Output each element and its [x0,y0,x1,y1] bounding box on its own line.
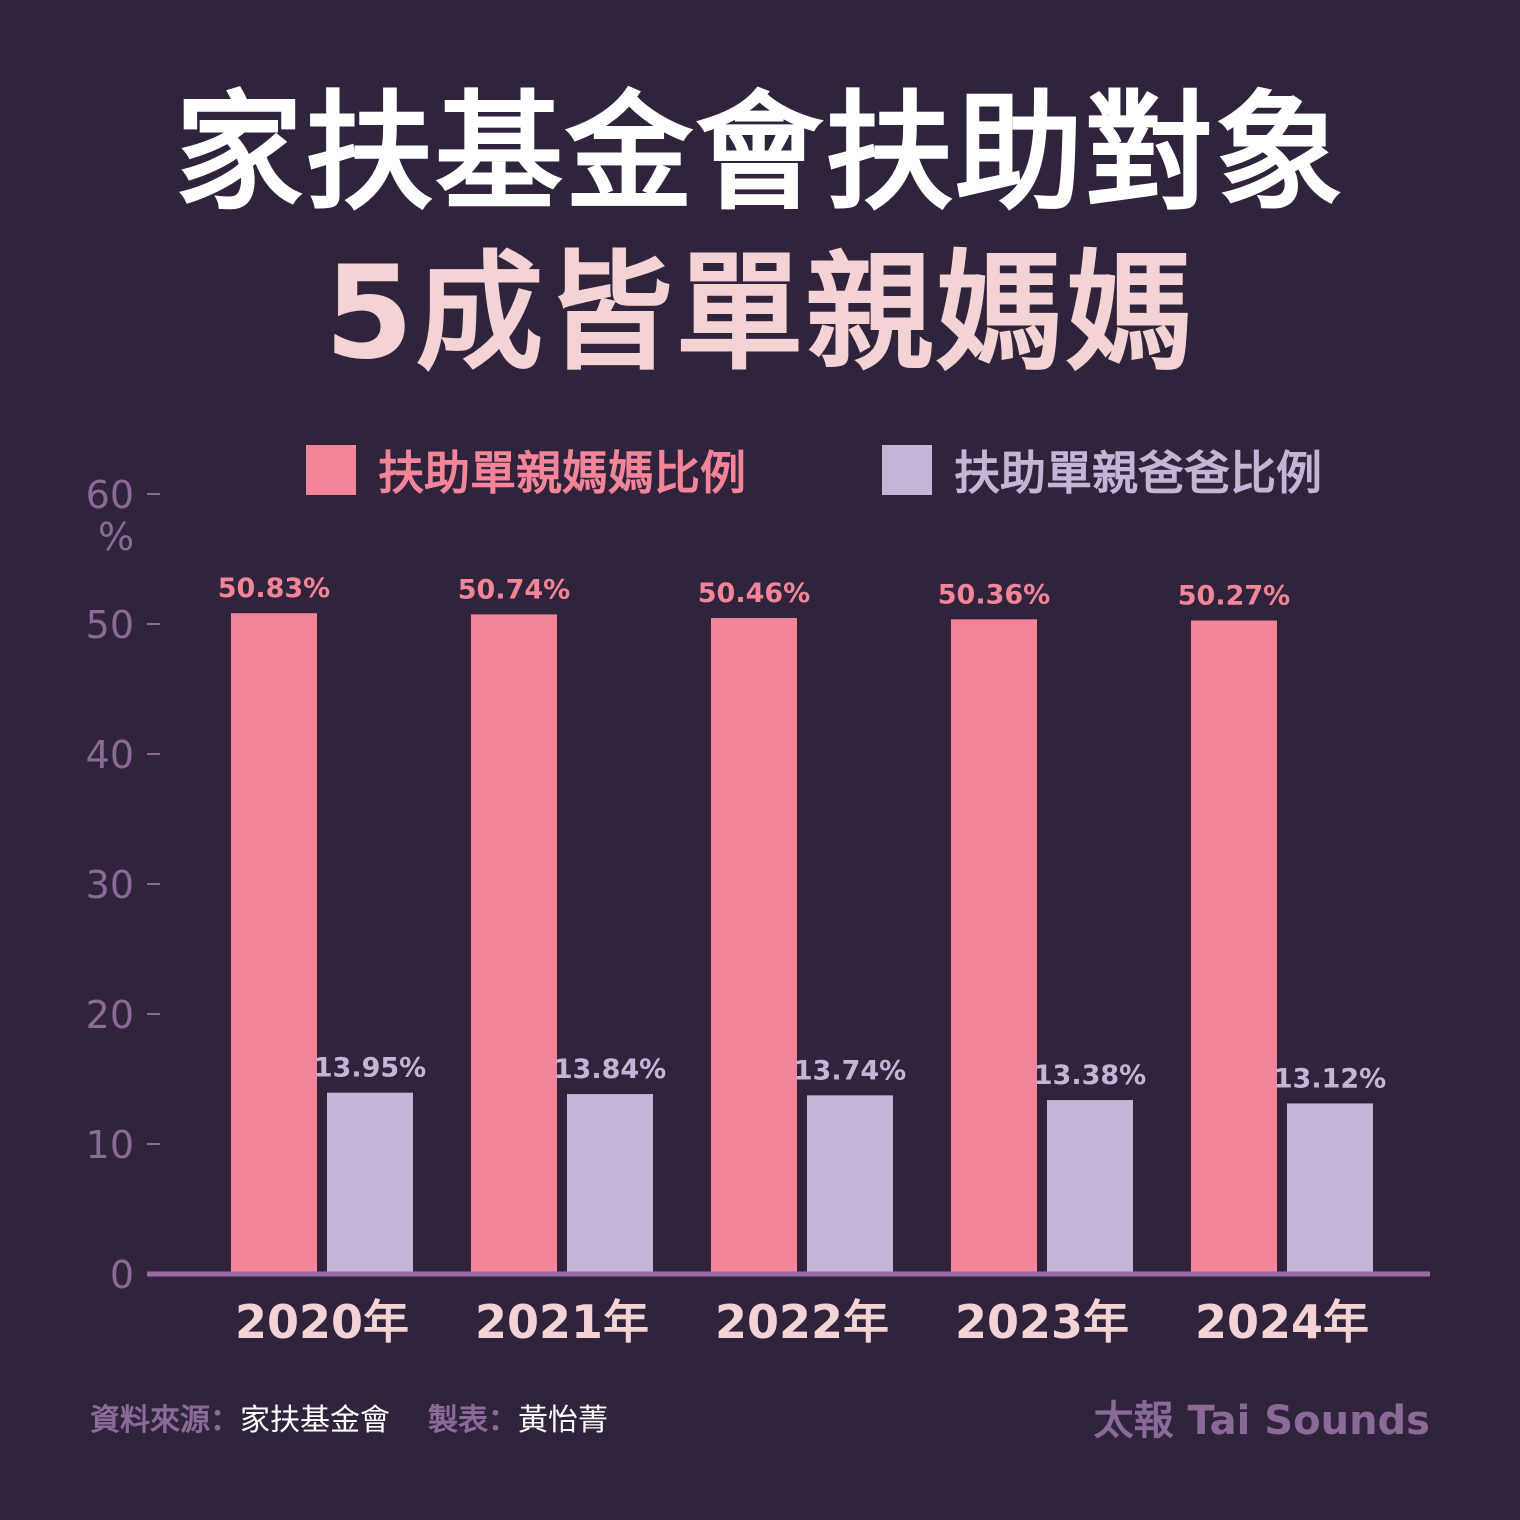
bar-mother [951,619,1037,1274]
data-label-mother: 50.83% [218,573,330,604]
legend: 扶助單親媽媽比例 扶助單親爸爸比例 [0,440,1520,500]
source-value: 家扶基金會 [240,1403,390,1438]
data-label-mother: 50.74% [458,574,570,605]
bar-father [1047,1100,1133,1274]
maker-value: 黃怡菁 [518,1403,608,1438]
data-label-mother: 50.27% [1178,580,1290,611]
legend-swatch-father [882,445,932,495]
legend-item-father: 扶助單親爸爸比例 [882,440,1322,500]
title-line-1: 家扶基金會扶助對象 [174,79,1345,228]
x-category-label: 2024年 [1195,1295,1369,1349]
x-category-label: 2020年 [235,1295,409,1349]
legend-item-mother: 扶助單親媽媽比例 [306,440,746,500]
data-label-mother: 50.36% [938,579,1050,610]
maker-label: 製表： [428,1403,518,1438]
bar-father [807,1095,893,1274]
legend-swatch-mother [306,445,356,495]
y-tick-label: 40 [86,733,134,777]
y-tick-label: 60 [86,473,134,517]
y-tick-label: 0 [110,1253,134,1297]
source-label: 資料來源： [90,1403,240,1438]
x-category-label: 2021年 [475,1295,649,1349]
bar-father [567,1094,653,1274]
bar-mother [711,618,797,1274]
bar-father [327,1092,413,1274]
footer-credits: 資料來源： 家扶基金會 製表： 黃怡菁 [90,1395,608,1439]
legend-label-father: 扶助單親爸爸比例 [954,446,1322,500]
bar-mother [471,614,557,1274]
data-label-father: 13.84% [554,1054,666,1085]
bar-mother [1191,620,1277,1274]
x-category-label: 2022年 [715,1295,889,1349]
x-category-label: 2023年 [955,1295,1129,1349]
data-label-mother: 50.46% [698,578,810,609]
y-unit-label: % [98,515,134,559]
y-tick-label: 50 [86,603,134,647]
bar-mother [231,613,317,1274]
data-label-father: 13.95% [314,1053,426,1084]
y-tick-label: 30 [86,863,134,907]
bar-father [1287,1103,1373,1274]
legend-label-mother: 扶助單親媽媽比例 [378,446,746,500]
data-label-father: 13.12% [1274,1063,1386,1094]
brand-logo-text: 太報 Tai Sounds [1093,1398,1430,1444]
title-line-2: 5成皆單親媽媽 [324,239,1196,388]
data-label-father: 13.38% [1034,1060,1146,1091]
data-label-father: 13.74% [794,1055,906,1086]
y-tick-label: 10 [86,1123,134,1167]
y-tick-label: 20 [86,993,134,1037]
